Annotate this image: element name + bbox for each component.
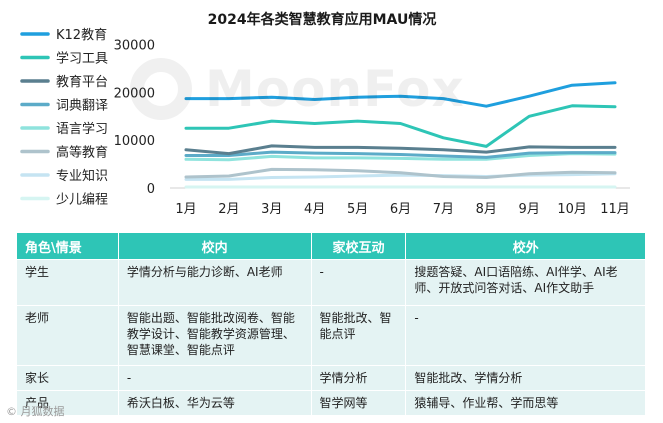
legend-label: 专业知识 [56,168,108,184]
table-header-cell: 校外 [405,232,646,260]
x-tick-label: 5月 [347,202,368,217]
table-row: 家长 - 学情分析 智能批改、学情分析 [16,365,646,391]
series-line [184,150,617,159]
table-header-row: 角色\情景 校内 家校互动 校外 [16,232,646,260]
x-tick-label: 3月 [261,202,282,217]
table-cell: 学情分析 [310,365,407,391]
table-cell: 学情分析与能力诊断、AI老师 [117,259,312,306]
y-tick-label: 30000 [114,39,155,54]
table-header-cell: 家校互动 [310,232,407,260]
table-cell: 猿辅导、作业帮、学而思等 [405,390,646,416]
table-cell: 智能出题、智能批改阅卷、智能教学设计、智能教学资源管理、智慧课堂、智能点评 [117,305,312,366]
y-tick-label: 10000 [114,134,155,149]
scenario-table: 角色\情景 校内 家校互动 校外 学生 学情分析与能力诊断、AI老师 - 搜题答… [16,232,646,416]
legend-label: 语言学习 [56,121,108,137]
table-cell: 产品 [16,390,119,416]
x-tick-label: 1月 [175,202,196,217]
x-tick-label: 11月 [600,202,630,217]
moonfox-logo-icon [130,58,192,120]
x-tick-label: 9月 [519,202,540,217]
x-tick-label: 7月 [433,202,454,217]
legend-label: 少儿编程 [56,193,108,208]
x-tick-label: 2月 [218,202,239,217]
table-row: 学生 学情分析与能力诊断、AI老师 - 搜题答疑、AI口语陪练、AI伴学、AI老… [16,259,646,306]
series-line [184,167,617,179]
watermark-text: MoonFox [205,60,465,118]
legend-label: 词典翻译 [56,99,108,114]
table-cell: - [310,259,407,306]
chart-title: 2024年各类智慧教育应用MAU情况 [208,11,437,28]
mau-line-chart: 2024年各类智慧教育应用MAU情况 K12教育学习工具教育平台词典翻译语言学习… [20,11,630,217]
x-axis: 1月 2月 3月 4月 5月 6月 7月 8月 9月 10月 11月 [170,187,630,217]
y-tick-label: 0 [147,182,155,197]
series-line [184,152,617,162]
table-cell: 智学网等 [310,390,407,416]
table-row: 产品 希沃白板、华为云等 智学网等 猿辅导、作业帮、学而思等 [16,390,646,416]
table-cell: 希沃白板、华为云等 [117,390,312,416]
table-cell: - [405,305,646,366]
x-tick-label: 6月 [390,202,411,217]
series-line [184,104,617,148]
series-lines [184,81,617,189]
legend-label: K12教育 [56,27,107,43]
table-cell: - [117,365,312,391]
x-tick-label: 4月 [304,202,325,217]
legend-label: 教育平台 [56,74,108,90]
table-cell: 学生 [16,259,119,306]
table-cell: 老师 [16,305,119,366]
table-header-cell: 角色\情景 [16,232,119,260]
legend-label: 学习工具 [56,51,108,67]
table-cell: 智能批改、智能点评 [310,305,407,366]
footer-watermark: © 月狐数据 [6,405,65,418]
table-cell: 智能批改、学情分析 [405,365,646,391]
table-cell: 搜题答疑、AI口语陪练、AI伴学、AI老师、开放式问答对话、AI作文助手 [405,259,646,306]
x-tick-label: 8月 [476,202,497,217]
table-header-cell: 校内 [117,232,312,260]
x-tick-label: 10月 [557,202,587,217]
table-row: 老师 智能出题、智能批改阅卷、智能教学设计、智能教学资源管理、智慧课堂、智能点评… [16,305,646,366]
legend-label: 高等教育 [56,145,108,161]
series-line [184,144,617,156]
series-line [184,172,617,181]
series-line [184,81,617,108]
table-cell: 家长 [16,365,119,391]
